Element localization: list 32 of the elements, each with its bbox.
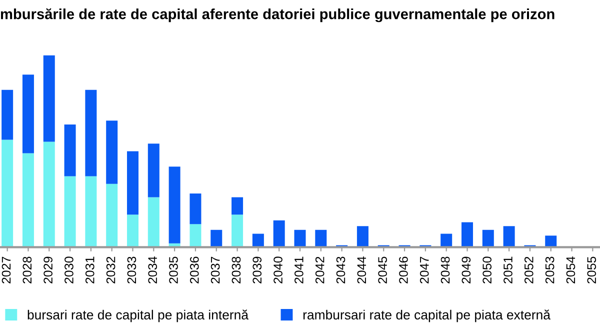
x-tick-label: 2035 [169, 256, 178, 284]
x-tick-label: 2034 [148, 256, 158, 284]
x-tick-label: 2044 [357, 256, 366, 284]
x-tick-label: 2033 [127, 256, 136, 284]
x-tick-label: 2050 [482, 256, 492, 284]
x-tick-label: 2041 [294, 256, 304, 284]
x-tick-label: 2032 [106, 256, 116, 284]
x-tick-label: 2055 [587, 256, 596, 284]
x-tick-label: 2052 [524, 256, 534, 284]
x-tick-label: 2043 [336, 256, 346, 284]
x-tick-label: 2045 [378, 256, 387, 284]
x-tick-label: 2049 [462, 256, 471, 284]
x-tick-label: 2051 [504, 256, 512, 284]
chart-title: mbursările de rate de capital aferente datoriei publice guvernamentale pe orizon [0, 8, 554, 22]
x-tick-label: 2053 [545, 256, 554, 284]
x-tick-label: 2037 [210, 256, 220, 284]
x-tick-label: 2048 [440, 256, 450, 284]
x-tick-label: 2036 [190, 256, 199, 284]
x-tick-label: 2038 [232, 256, 241, 284]
x-tick-label: 2042 [315, 256, 324, 284]
x-tick-label: 2040 [274, 256, 282, 284]
x-tick-label: 2027 [2, 256, 11, 284]
x-tick-label: 2028 [22, 256, 32, 284]
x-tick-label: 2029 [44, 256, 52, 284]
x-tick-label: 2039 [252, 256, 262, 284]
x-tick-label: 2031 [85, 256, 94, 284]
x-tick-label: 2047 [420, 256, 429, 284]
x-tick-label: 2046 [399, 256, 408, 284]
x-tick-label: 2054 [566, 256, 576, 284]
x-tick-label: 2030 [64, 256, 74, 284]
legend-label: rambursari rate de capital pe piata externă [303, 310, 550, 322]
legend-label: bursari rate de capital pe piata internă [28, 310, 248, 322]
